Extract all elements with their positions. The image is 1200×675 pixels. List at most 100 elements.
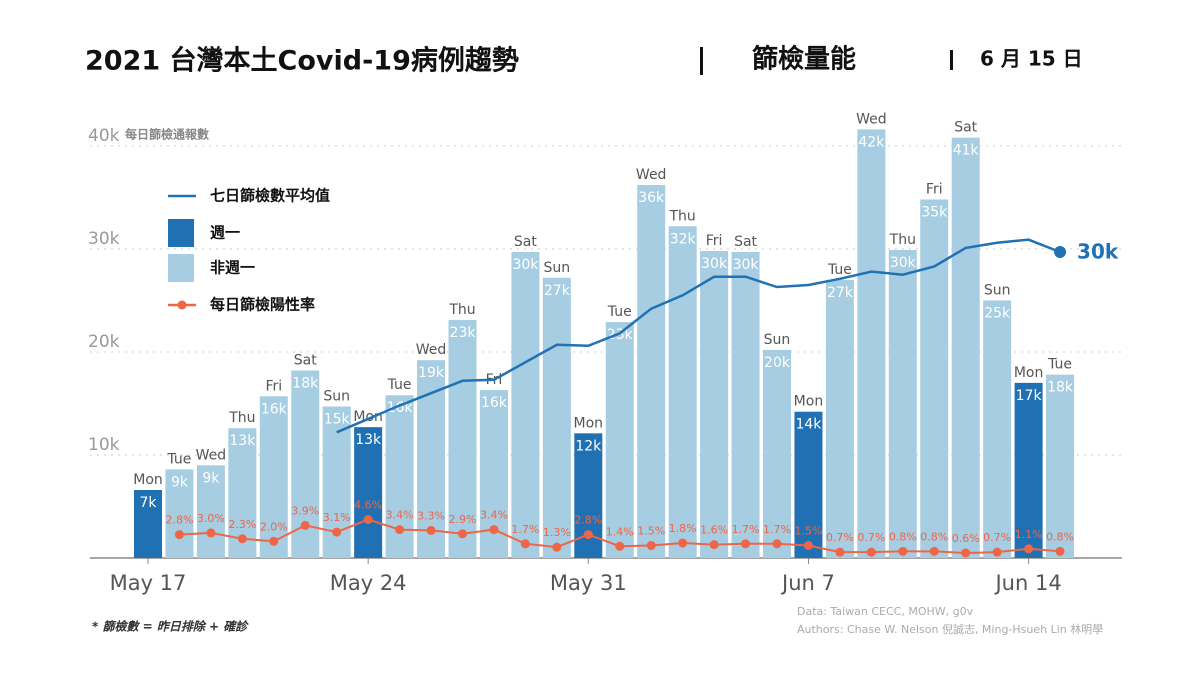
bar <box>668 226 697 558</box>
bar-value-label: 42k <box>858 134 885 150</box>
bar-value-label: 19k <box>418 365 445 381</box>
bar-weekday-label: Sun <box>984 282 1011 298</box>
bar <box>354 427 383 558</box>
bar <box>542 277 571 558</box>
x-tick-label: May 24 <box>330 571 407 595</box>
point-label: 1.1% <box>1015 528 1043 541</box>
bar <box>1046 374 1075 558</box>
bar-value-label: 14k <box>795 417 822 433</box>
bar <box>637 185 666 558</box>
marker <box>1024 544 1034 554</box>
point-label: 3.9% <box>291 504 319 517</box>
bar-value-label: 30k <box>890 255 917 271</box>
legend-label: 非週一 <box>210 259 255 277</box>
marker <box>458 529 467 539</box>
legend-label: 七日篩檢數平均值 <box>210 187 330 205</box>
bar <box>511 252 540 558</box>
bar-weekday-label: Sun <box>323 389 350 405</box>
bar-weekday-label: Fri <box>706 233 723 249</box>
bar <box>700 250 729 558</box>
x-tick-label: Jun 14 <box>993 571 1061 595</box>
bar-value-label: 27k <box>544 283 571 299</box>
separator <box>950 50 953 70</box>
bar-weekday-label: Mon <box>1014 365 1044 381</box>
bar-weekday-label: Wed <box>196 447 227 463</box>
bar-value-label: 16k <box>261 401 288 417</box>
point-label: 3.1% <box>323 511 351 524</box>
line <box>336 238 1061 434</box>
point-label: 1.8% <box>669 522 697 535</box>
marker <box>741 539 751 549</box>
bar-weekday-label: Wed <box>416 342 447 358</box>
point-label: 1.5% <box>637 524 665 537</box>
point-label: 1.4% <box>606 525 634 538</box>
marker <box>961 548 971 558</box>
bar-value-label: 15k <box>324 412 351 428</box>
x-tick-label: May 17 <box>110 571 187 595</box>
point-label: 1.7% <box>763 523 791 536</box>
point-label: 1.7% <box>732 523 760 536</box>
marker <box>898 546 908 556</box>
marker <box>174 530 184 540</box>
legend-swatch <box>168 219 194 247</box>
source: Data: Taiwan CECC, MOHW, g0v <box>797 605 974 618</box>
bar-weekday-label: Mon <box>574 415 604 431</box>
marker <box>992 547 1002 557</box>
bar-weekday-label: Sat <box>734 234 757 250</box>
point-label: 2.8% <box>165 514 193 527</box>
legend-swatch <box>168 254 194 282</box>
bar-value-label: 16k <box>387 400 414 416</box>
marker <box>835 547 845 557</box>
bar-weekday-label: Thu <box>668 208 695 224</box>
marker <box>929 546 939 556</box>
bar-value-label: 25k <box>984 305 1011 321</box>
bar-weekday-label: Thu <box>889 232 916 248</box>
point-label: 0.7% <box>857 531 885 544</box>
bar-value-label: 9k <box>171 474 189 490</box>
marker <box>237 534 247 544</box>
legend-label: 週一 <box>210 224 240 242</box>
bar-weekday-label: Tue <box>166 451 191 467</box>
bar-value-label: 13k <box>355 432 382 448</box>
bar-value-label: 23k <box>450 325 477 341</box>
bar-value-label: 23k <box>607 327 634 343</box>
point-label: 3.4% <box>480 509 508 522</box>
bar <box>259 396 288 558</box>
y-tick-label: 10k <box>88 435 120 455</box>
bar-weekday-label: Tue <box>827 262 852 278</box>
x-tick-label: May 31 <box>550 571 627 595</box>
bar-value-label: 32k <box>670 231 697 247</box>
bar-weekday-label: Mon <box>794 394 824 410</box>
bar <box>983 300 1012 558</box>
bar <box>888 249 917 559</box>
chart-title: 2021 台灣本土Covid-19病例趨勢 <box>85 45 519 77</box>
marker <box>866 547 876 557</box>
point-label: 3.0% <box>197 512 225 525</box>
separator <box>700 47 703 75</box>
marker <box>332 527 342 537</box>
point-label: 2.3% <box>228 518 256 531</box>
bar-weekday-label: Tue <box>607 304 632 320</box>
marker <box>269 536 279 546</box>
end-label: 30k <box>1077 240 1119 264</box>
bar-weekday-label: Fri <box>265 378 282 394</box>
bar-weekday-label: Sun <box>764 332 791 348</box>
bar-value-label: 27k <box>827 285 854 301</box>
bar <box>763 349 791 558</box>
bar-value-label: 20k <box>764 355 791 371</box>
bar-weekday-label: Thu <box>228 410 255 426</box>
point-label: 0.8% <box>889 530 917 543</box>
bar <box>920 199 949 558</box>
point-label: 1.6% <box>700 524 728 537</box>
bar <box>605 322 634 558</box>
y-axis-label: 每日篩檢通報數 <box>125 127 209 142</box>
marker <box>615 541 625 551</box>
point-label: 3.3% <box>417 509 445 522</box>
marker <box>646 540 656 550</box>
bar <box>134 490 162 558</box>
date: 6 月 15 日 <box>980 47 1083 71</box>
bar <box>1014 382 1043 558</box>
legend-label: 每日篩檢陽性率 <box>210 296 315 314</box>
marker <box>803 540 813 550</box>
